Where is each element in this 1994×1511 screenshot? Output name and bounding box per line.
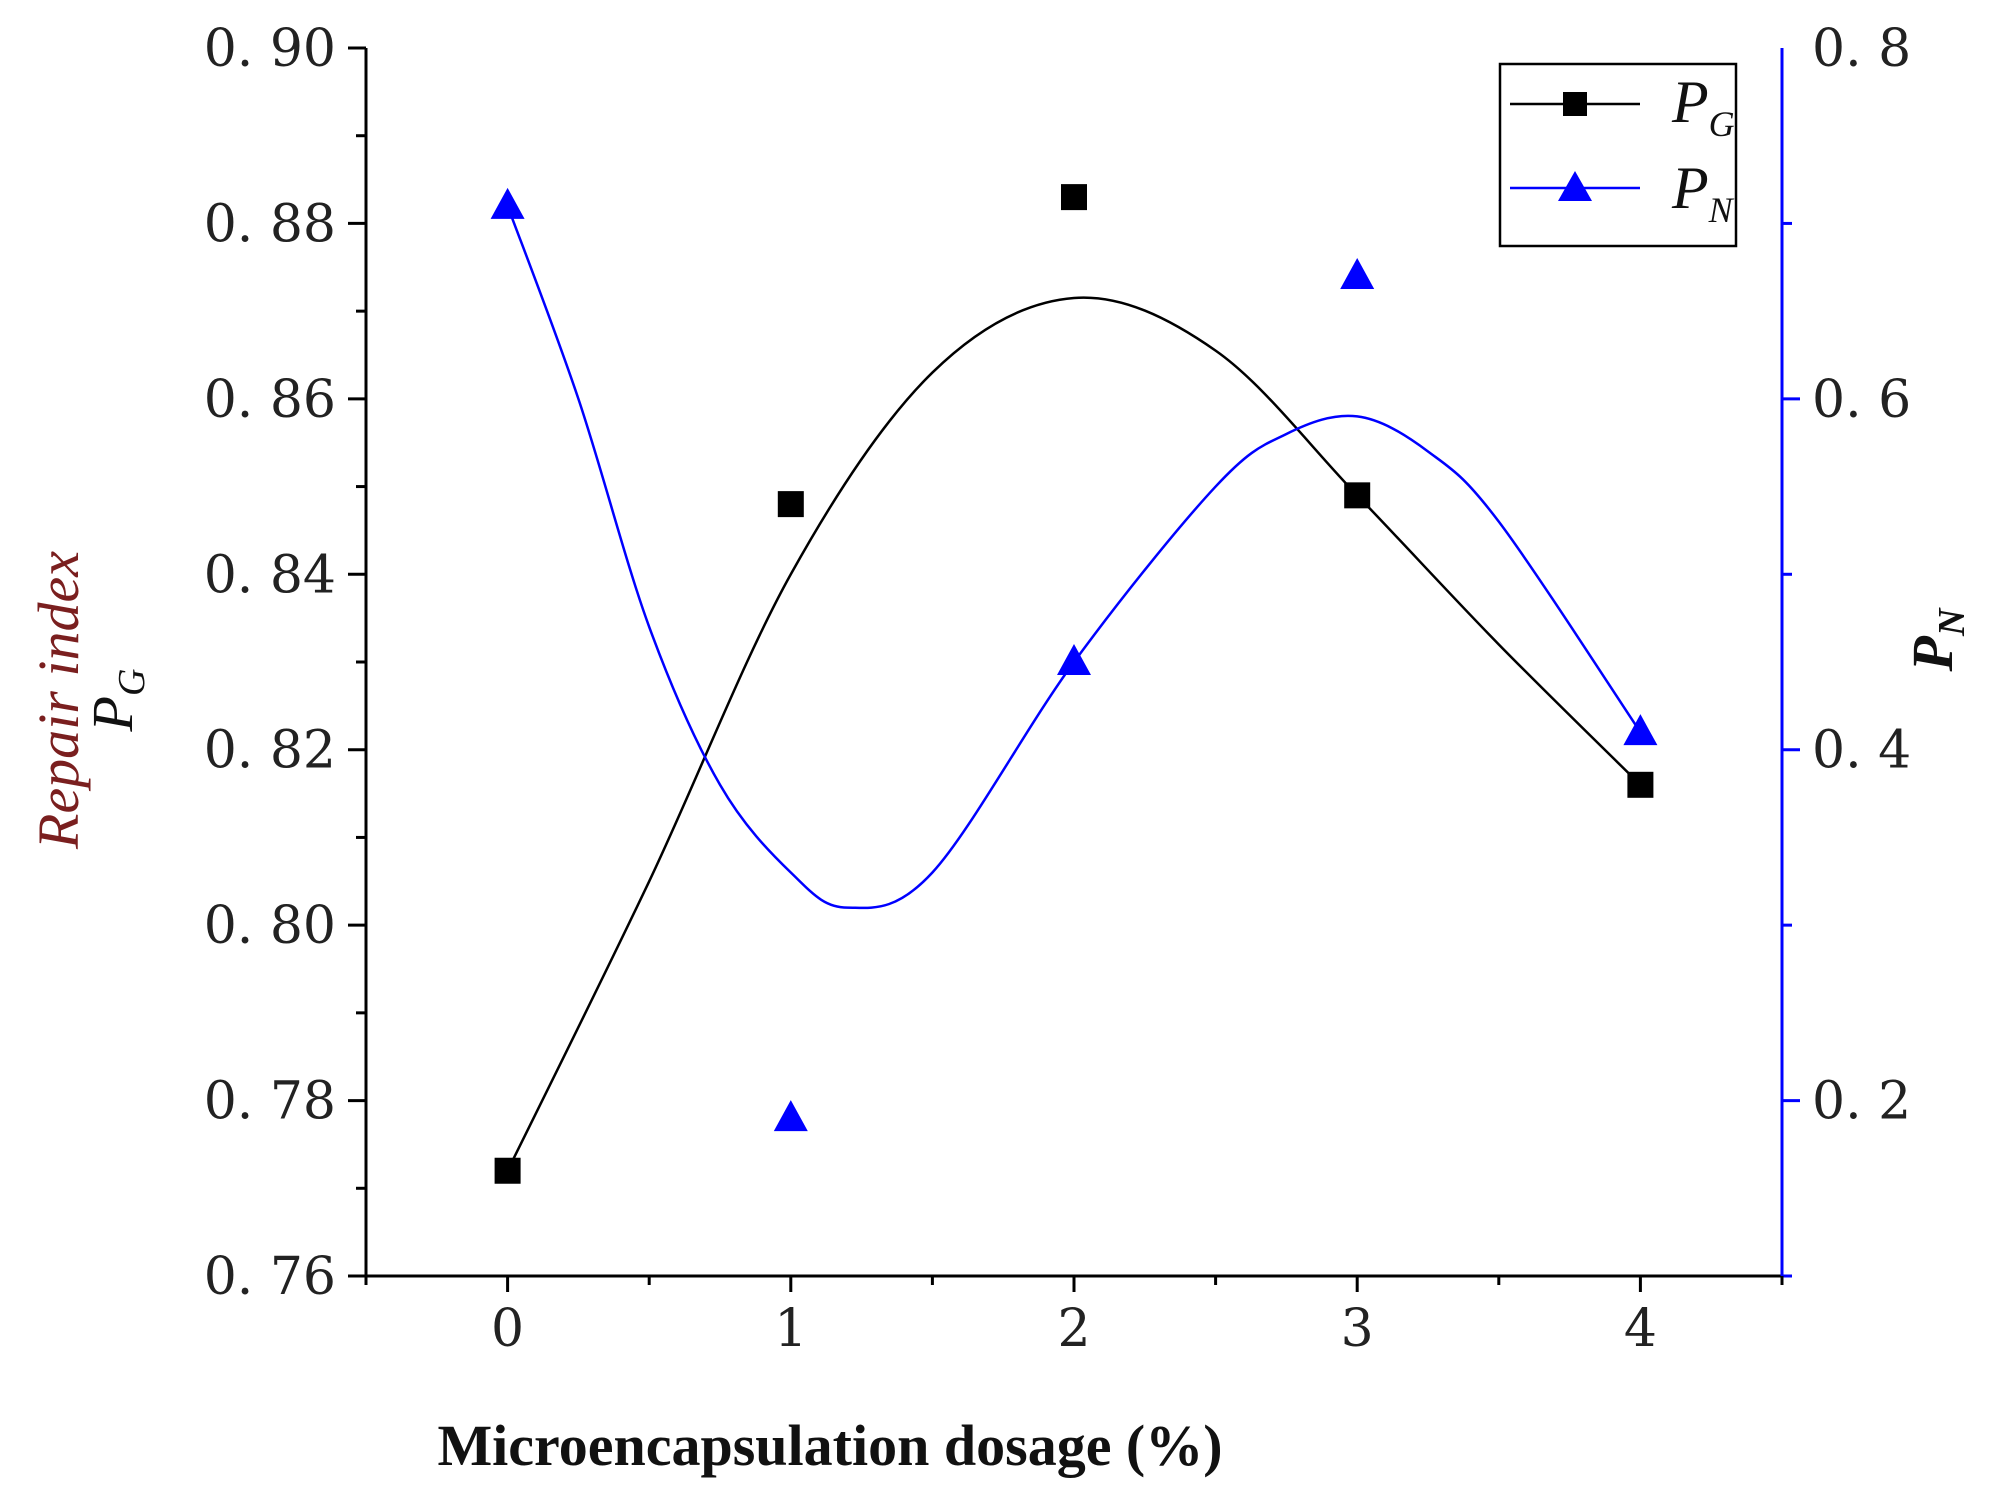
x-tick-label: 2 — [1057, 1299, 1090, 1359]
right-y-tick-label: 0. 4 — [1812, 721, 1911, 781]
axis-ticks: 0. 760. 780. 800. 820. 840. 860. 880. 90… — [204, 19, 1912, 1359]
legend-pg-symbol: P — [1671, 69, 1709, 135]
legend-pg-subscript: G — [1709, 104, 1735, 144]
left-y-tick-label: 0. 88 — [204, 194, 336, 254]
legend-pn-subscript: N — [1708, 190, 1735, 230]
right-y-tick-label: 0. 6 — [1812, 370, 1911, 430]
right-y-axis-title-text: PN — [1900, 607, 1973, 672]
right-y-axis-title: PN — [1900, 607, 1973, 672]
legend-pg-label: PG — [1671, 69, 1735, 144]
right-y-axis-subscript: N — [1931, 607, 1973, 637]
x-tick-label: 3 — [1341, 1299, 1374, 1359]
x-axis-title: Microencapsulation dosage (%) — [437, 1413, 1222, 1478]
right-y-tick-label: 0. 2 — [1812, 1072, 1911, 1132]
left-y-axis-subscript: G — [111, 669, 153, 696]
legend-pn-label: PN — [1671, 155, 1735, 230]
left-y-tick-label: 0. 82 — [204, 721, 336, 781]
left-y-tick-label: 0. 78 — [204, 1072, 336, 1132]
legend: PG PN — [1498, 62, 1738, 248]
left-y-tick-label: 0. 80 — [204, 896, 336, 956]
right-y-tick-label: 0. 8 — [1812, 19, 1911, 79]
left-y-tick-label: 0. 86 — [204, 370, 336, 430]
legend-pn-marker — [1558, 171, 1592, 201]
x-tick-label: 1 — [774, 1299, 807, 1359]
data-point-g — [1061, 184, 1087, 211]
left-y-axis-symbol: P — [80, 696, 145, 732]
left-y-tick-label: 0. 76 — [204, 1247, 336, 1307]
legend-pn-symbol: P — [1671, 155, 1709, 221]
right-y-axis-symbol: P — [1900, 635, 1965, 672]
left-y-axis-title-line2: PG — [80, 669, 153, 733]
data-point-g — [1627, 771, 1654, 798]
fit-curve-series-g — [506, 296, 1642, 1172]
data-markers — [490, 184, 1658, 1184]
left-y-tick-label: 0. 90 — [204, 19, 336, 79]
data-point-n — [1623, 714, 1658, 746]
x-tick-label: 0 — [491, 1299, 524, 1359]
data-point-g — [1344, 482, 1371, 509]
left-y-tick-label: 0. 84 — [204, 545, 336, 605]
legend-box — [1498, 62, 1738, 248]
left-y-axis-title-line1: Repair index — [26, 551, 91, 850]
data-point-n — [773, 1100, 808, 1132]
data-point-n — [1340, 258, 1375, 290]
fit-curves — [506, 205, 1642, 1172]
data-point-g — [777, 491, 804, 518]
data-point-n — [490, 187, 525, 219]
data-point-g — [494, 1157, 521, 1184]
left-y-axis-title: Repair index PG — [26, 551, 153, 850]
data-point-n — [1057, 644, 1091, 675]
legend-pg-marker — [1563, 92, 1587, 116]
x-tick-label: 4 — [1624, 1299, 1657, 1359]
fit-curve-series-n — [506, 205, 1642, 910]
